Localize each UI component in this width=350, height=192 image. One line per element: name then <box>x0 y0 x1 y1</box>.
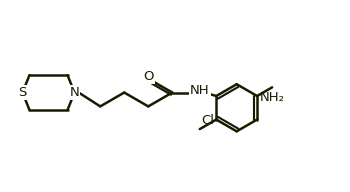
Text: S: S <box>18 86 27 99</box>
Text: O: O <box>144 70 154 83</box>
Text: Cl: Cl <box>202 114 215 127</box>
Text: NH: NH <box>190 84 210 97</box>
Text: NH₂: NH₂ <box>260 92 285 104</box>
Text: N: N <box>70 86 79 99</box>
